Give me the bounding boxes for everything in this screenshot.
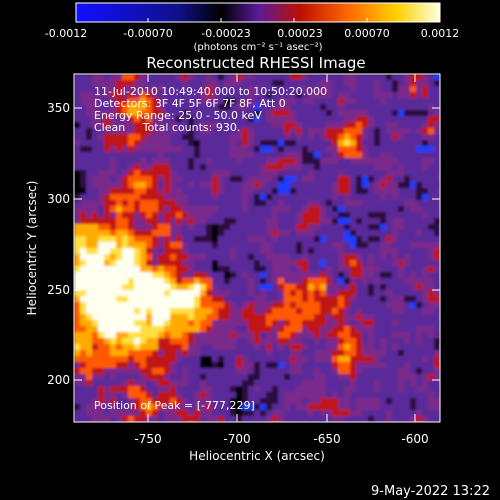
x-tick-label: -650 xyxy=(313,432,340,446)
colorbar: -0.0012 -0.00070 -0.00023 0.00023 0.0007… xyxy=(45,2,460,53)
image-frame xyxy=(73,73,441,423)
y-tick-label: 250 xyxy=(47,283,70,297)
image-title: Reconstructed RHESSI Image xyxy=(146,54,365,72)
y-tick-label: 200 xyxy=(47,373,70,387)
colorbar-tick-label: 0.0012 xyxy=(421,27,460,40)
solar-image xyxy=(73,73,441,423)
x-axis-label: Heliocentric X (arcsec) xyxy=(189,449,325,463)
colorbar-tick-label: -0.0012 xyxy=(45,27,87,40)
observation-info: 11-Jul-2010 10:49:40.000 to 10:50:20.000… xyxy=(94,85,327,134)
x-tick-label: -750 xyxy=(134,432,161,446)
colorbar-tick-label: 0.00023 xyxy=(277,27,323,40)
colorbar-tick-label: -0.00023 xyxy=(201,27,250,40)
y-tick-label: 350 xyxy=(47,101,70,115)
footer-timestamp: 9-May-2022 13:22 xyxy=(371,484,490,499)
y-axis-label: Heliocentric Y (arcsec) xyxy=(25,181,39,316)
solar-image-pixels xyxy=(74,74,440,422)
colorbar-gradient xyxy=(75,2,441,23)
info-line: Energy Range: 25.0 - 50.0 keV xyxy=(94,109,262,122)
colorbar-tick-label: 0.00070 xyxy=(344,27,390,40)
colorbar-ticks xyxy=(75,18,441,22)
y-tick-label: 300 xyxy=(47,192,70,206)
axis-ticks xyxy=(74,74,440,422)
info-line: Clean Total counts: 930. xyxy=(94,121,240,134)
x-tick-label: -700 xyxy=(223,432,250,446)
colorbar-tick-label: -0.00070 xyxy=(123,27,172,40)
peak-position-label: Position of Peak = [-777,229] xyxy=(94,399,255,412)
info-line: 11-Jul-2010 10:49:40.000 to 10:50:20.000 xyxy=(94,85,327,98)
info-line: Detectors: 3F 4F 5F 6F 7F 8F, Att 0 xyxy=(94,97,286,110)
x-tick-label: -600 xyxy=(401,432,428,446)
colorbar-unit-label: (photons cm⁻² s⁻¹ asec⁻²) xyxy=(193,42,322,53)
